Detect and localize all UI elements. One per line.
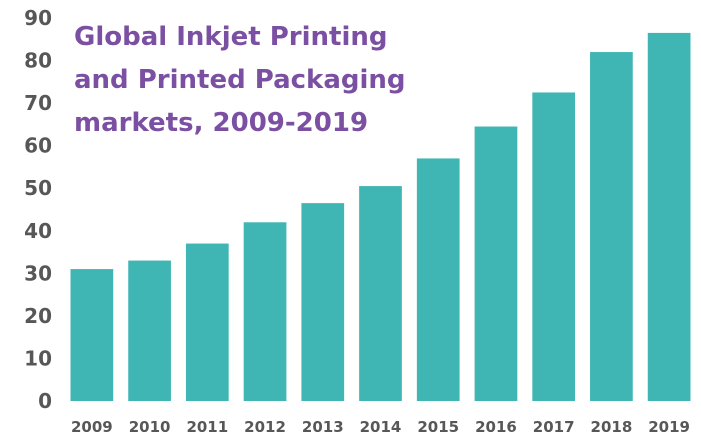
y-tick-label: 60 [24, 134, 52, 158]
bar-2009 [70, 269, 114, 401]
bar-2019 [647, 32, 691, 402]
chart-title-line-1: Global Inkjet Printing [74, 22, 388, 52]
y-tick-label: 90 [24, 6, 52, 30]
y-tick-label: 80 [24, 49, 52, 73]
x-tick-label: 2010 [129, 418, 171, 436]
bar-2018 [590, 52, 633, 402]
chart-title-line-2: and Printed Packaging [74, 65, 406, 95]
x-tick-label: 2011 [186, 418, 228, 436]
y-tick-label: 10 [24, 346, 52, 370]
bar-2016 [474, 126, 518, 402]
y-tick-label: 20 [24, 304, 52, 328]
x-tick-label: 2013 [302, 418, 344, 436]
bar-2014 [359, 186, 402, 401]
y-tick-label: 30 [24, 261, 52, 285]
bar-2012 [243, 222, 287, 401]
y-tick-label: 50 [24, 176, 52, 200]
bar-2010 [128, 260, 171, 401]
y-tick-label: 70 [24, 91, 52, 115]
y-tick-label: 40 [24, 219, 52, 243]
x-tick-label: 2015 [417, 418, 459, 436]
bar-2015 [416, 158, 460, 401]
x-tick-label: 2018 [591, 418, 633, 436]
x-tick-label: 2019 [648, 418, 690, 436]
y-tick-label: 0 [38, 389, 52, 413]
bar-2017 [532, 92, 576, 401]
chart-title-line-3: markets, 2009-2019 [74, 108, 369, 138]
chart-title: Global Inkjet Printing and Printed Packa… [74, 16, 494, 145]
x-tick-label: 2017 [533, 418, 575, 436]
x-tick-label: 2012 [244, 418, 286, 436]
x-tick-label: 2014 [360, 418, 402, 436]
x-tick-label: 2016 [475, 418, 517, 436]
bar-2013 [301, 203, 345, 401]
x-tick-label: 2009 [71, 418, 113, 436]
bar-2011 [185, 243, 229, 401]
